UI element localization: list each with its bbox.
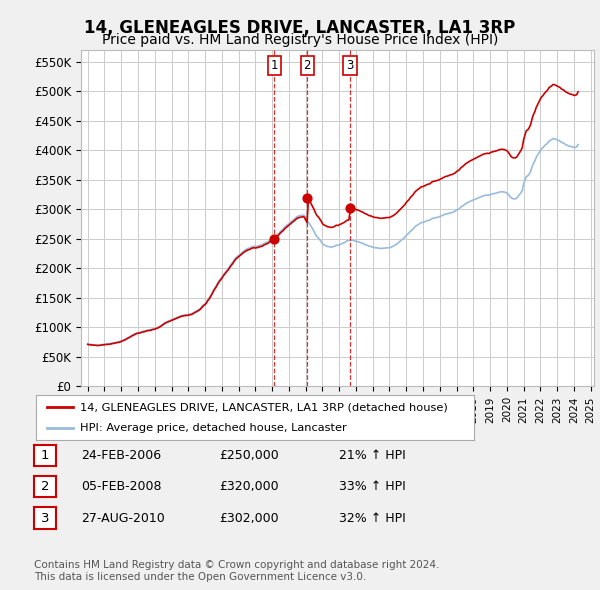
Text: 3: 3 <box>346 58 354 71</box>
Text: 14, GLENEAGLES DRIVE, LANCASTER, LA1 3RP: 14, GLENEAGLES DRIVE, LANCASTER, LA1 3RP <box>85 19 515 37</box>
Text: £302,000: £302,000 <box>219 512 278 525</box>
Text: 21% ↑ HPI: 21% ↑ HPI <box>339 449 406 462</box>
Text: £250,000: £250,000 <box>219 449 279 462</box>
Text: 33% ↑ HPI: 33% ↑ HPI <box>339 480 406 493</box>
Text: 2: 2 <box>41 480 49 493</box>
Text: 05-FEB-2008: 05-FEB-2008 <box>81 480 161 493</box>
Text: 2: 2 <box>304 58 311 71</box>
Point <box>345 204 355 213</box>
Text: Contains HM Land Registry data © Crown copyright and database right 2024.: Contains HM Land Registry data © Crown c… <box>34 560 440 570</box>
Text: 3: 3 <box>41 512 49 525</box>
Text: Price paid vs. HM Land Registry's House Price Index (HPI): Price paid vs. HM Land Registry's House … <box>102 33 498 47</box>
Point <box>269 234 279 244</box>
Text: HPI: Average price, detached house, Lancaster: HPI: Average price, detached house, Lanc… <box>80 424 347 434</box>
Text: 32% ↑ HPI: 32% ↑ HPI <box>339 512 406 525</box>
Text: £320,000: £320,000 <box>219 480 278 493</box>
Text: 1: 1 <box>41 449 49 462</box>
Text: 14, GLENEAGLES DRIVE, LANCASTER, LA1 3RP (detached house): 14, GLENEAGLES DRIVE, LANCASTER, LA1 3RP… <box>80 402 448 412</box>
Text: 1: 1 <box>271 58 278 71</box>
Text: This data is licensed under the Open Government Licence v3.0.: This data is licensed under the Open Gov… <box>34 572 367 582</box>
Text: 27-AUG-2010: 27-AUG-2010 <box>81 512 165 525</box>
Point <box>302 193 312 202</box>
Text: 24-FEB-2006: 24-FEB-2006 <box>81 449 161 462</box>
